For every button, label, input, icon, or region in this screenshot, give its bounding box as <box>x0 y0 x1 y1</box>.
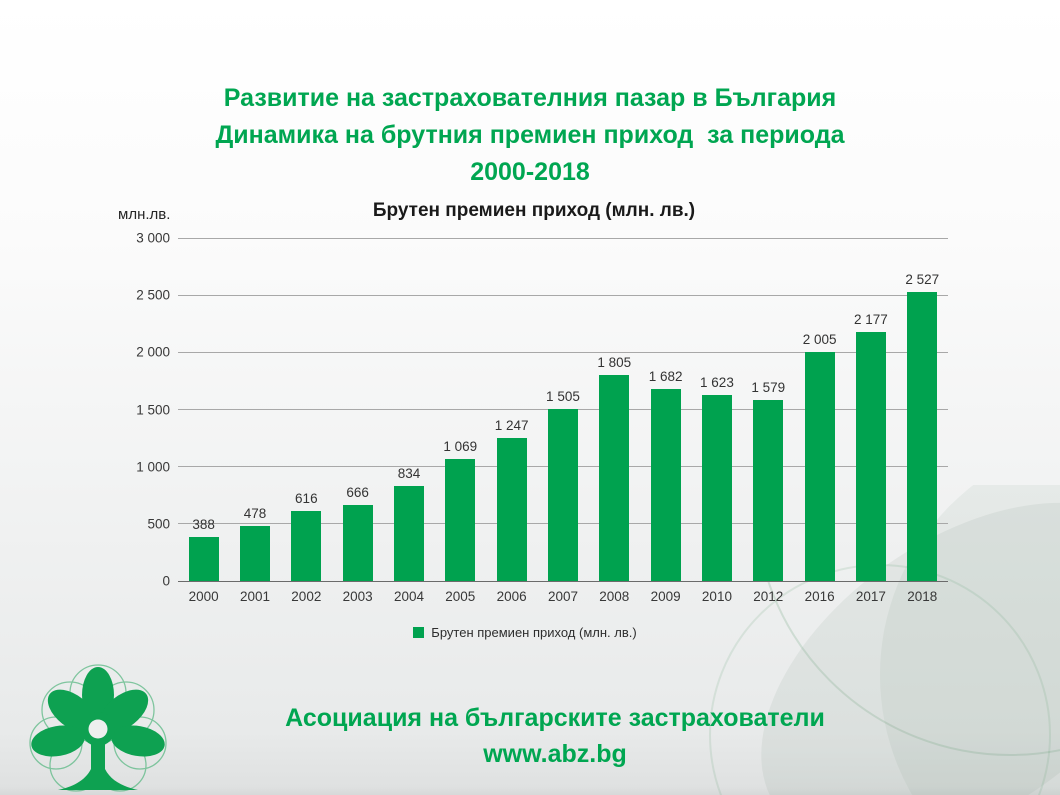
bar <box>650 388 681 581</box>
chart-title: Брутен премиен приход (млн. лв.) <box>372 200 696 221</box>
x-tick-label: 2007 <box>547 589 578 604</box>
slide-title-line-1: Развитие на застрахователния пазар в Бъл… <box>223 84 837 112</box>
bar <box>599 374 630 581</box>
bar-series: 388 478 616 666 834 1 069 1 247 1 505 1 805 1 682… <box>178 238 948 581</box>
bar-slot: 2 527 <box>897 238 948 581</box>
bar-value-label: 1 682 <box>648 368 683 384</box>
x-tick-label: 2003 <box>342 589 373 604</box>
bar-slot: 388 <box>178 238 229 581</box>
slide-title-line-3: 2000-2018 <box>470 158 590 186</box>
x-tick-label: 2012 <box>753 589 784 604</box>
y-axis-unit-label: млн.лв. <box>118 206 171 223</box>
y-axis-labels: 0 500 1 000 1 500 2 000 2 500 3 000 <box>108 231 170 589</box>
x-axis-labels: 2000 2001 2002 2003 2004 2005 2006 2007 2008 2009… <box>178 589 948 609</box>
y-tick-label: 2 000 <box>136 344 170 360</box>
bar <box>342 504 373 581</box>
y-tick-label: 500 <box>147 516 170 532</box>
bar-value-label: 666 <box>346 484 369 500</box>
bar-chart: млн.лв. Брутен премиен приход (млн. лв.)… <box>108 200 960 660</box>
x-tick-label: 2018 <box>907 589 938 604</box>
bar-slot: 1 069 <box>435 238 486 581</box>
gridline <box>178 351 948 353</box>
plot-area: 388 478 616 666 834 1 069 1 247 1 505 1 805 1 682… <box>178 237 948 582</box>
bar <box>753 400 784 581</box>
bar <box>291 510 322 581</box>
bar <box>547 408 578 581</box>
bar-value-label: 1 505 <box>546 388 580 404</box>
bar-value-label: 388 <box>192 516 215 532</box>
y-tick-label: 0 <box>162 573 170 589</box>
bar-value-label: 1 247 <box>494 418 529 434</box>
x-tick-label: 2009 <box>650 589 681 604</box>
footer: Асоциация на българските застрахователи … <box>50 700 1060 772</box>
bar <box>496 438 527 581</box>
x-tick-label: 2006 <box>496 589 527 604</box>
bar-value-label: 834 <box>397 465 421 481</box>
bar-slot: 1 247 <box>486 238 537 581</box>
slide-title: Развитие на застрахователния пазар в Бъл… <box>0 80 1060 191</box>
bar-slot: 666 <box>332 238 383 581</box>
footer-org-name: Асоциация на българските застрахователи <box>285 704 825 732</box>
bar-value-label: 2 005 <box>802 331 837 347</box>
gridline <box>178 237 948 239</box>
y-tick-label: 1 000 <box>136 459 170 475</box>
chart-legend: Брутен премиен приход (млн. лв.) <box>108 625 942 640</box>
bar-value-label: 1 805 <box>597 354 632 370</box>
bar-value-label: 616 <box>295 490 318 506</box>
bar-slot: 2 005 <box>794 238 845 581</box>
bar-slot: 478 <box>229 238 280 581</box>
x-tick-label: 2001 <box>239 589 271 604</box>
bar-value-label: 2 177 <box>854 312 888 328</box>
x-tick-label: 2008 <box>599 589 630 604</box>
gridline <box>178 294 948 296</box>
bar-slot: 1 682 <box>640 238 691 581</box>
x-tick-label: 2004 <box>393 589 424 604</box>
slide-title-line-2: Динамика на брутния премиен приход за пе… <box>215 121 845 149</box>
legend-label: Брутен премиен приход (млн. лв.) <box>431 625 637 640</box>
bar-slot: 1 805 <box>589 238 640 581</box>
footer-website: www.abz.bg <box>483 740 627 768</box>
x-tick-label: 2005 <box>445 589 476 604</box>
y-tick-label: 2 500 <box>136 287 170 303</box>
bar <box>907 292 938 581</box>
y-tick-label: 1 500 <box>136 402 170 417</box>
abz-tree-logo <box>29 664 167 792</box>
bar <box>188 536 219 581</box>
bar-slot: 1 623 <box>691 238 742 581</box>
bar-slot: 2 177 <box>845 238 896 581</box>
bar-value-label: 478 <box>243 506 267 522</box>
bar-slot: 834 <box>383 238 434 581</box>
bar-value-label: 1 579 <box>751 380 786 396</box>
bar <box>855 332 886 581</box>
bar <box>804 351 835 581</box>
bar-slot: 616 <box>281 238 332 581</box>
x-tick-label: 2017 <box>855 589 886 604</box>
bar <box>239 526 270 581</box>
x-tick-label: 2016 <box>804 589 835 604</box>
bar <box>701 395 732 581</box>
x-tick-label: 2010 <box>701 589 732 604</box>
bar-value-label: 2 527 <box>905 272 940 288</box>
x-axis-line <box>178 580 948 582</box>
bar <box>445 458 476 581</box>
bar <box>393 485 424 581</box>
y-tick-label: 3 000 <box>136 230 170 246</box>
legend-swatch <box>413 627 425 638</box>
bar-slot: 1 579 <box>743 238 794 581</box>
x-tick-label: 2000 <box>188 589 219 604</box>
bar-slot: 1 505 <box>537 238 588 581</box>
x-tick-label: 2002 <box>291 589 322 604</box>
bar-value-label: 1 623 <box>700 375 734 391</box>
bar-value-label: 1 069 <box>443 438 478 454</box>
